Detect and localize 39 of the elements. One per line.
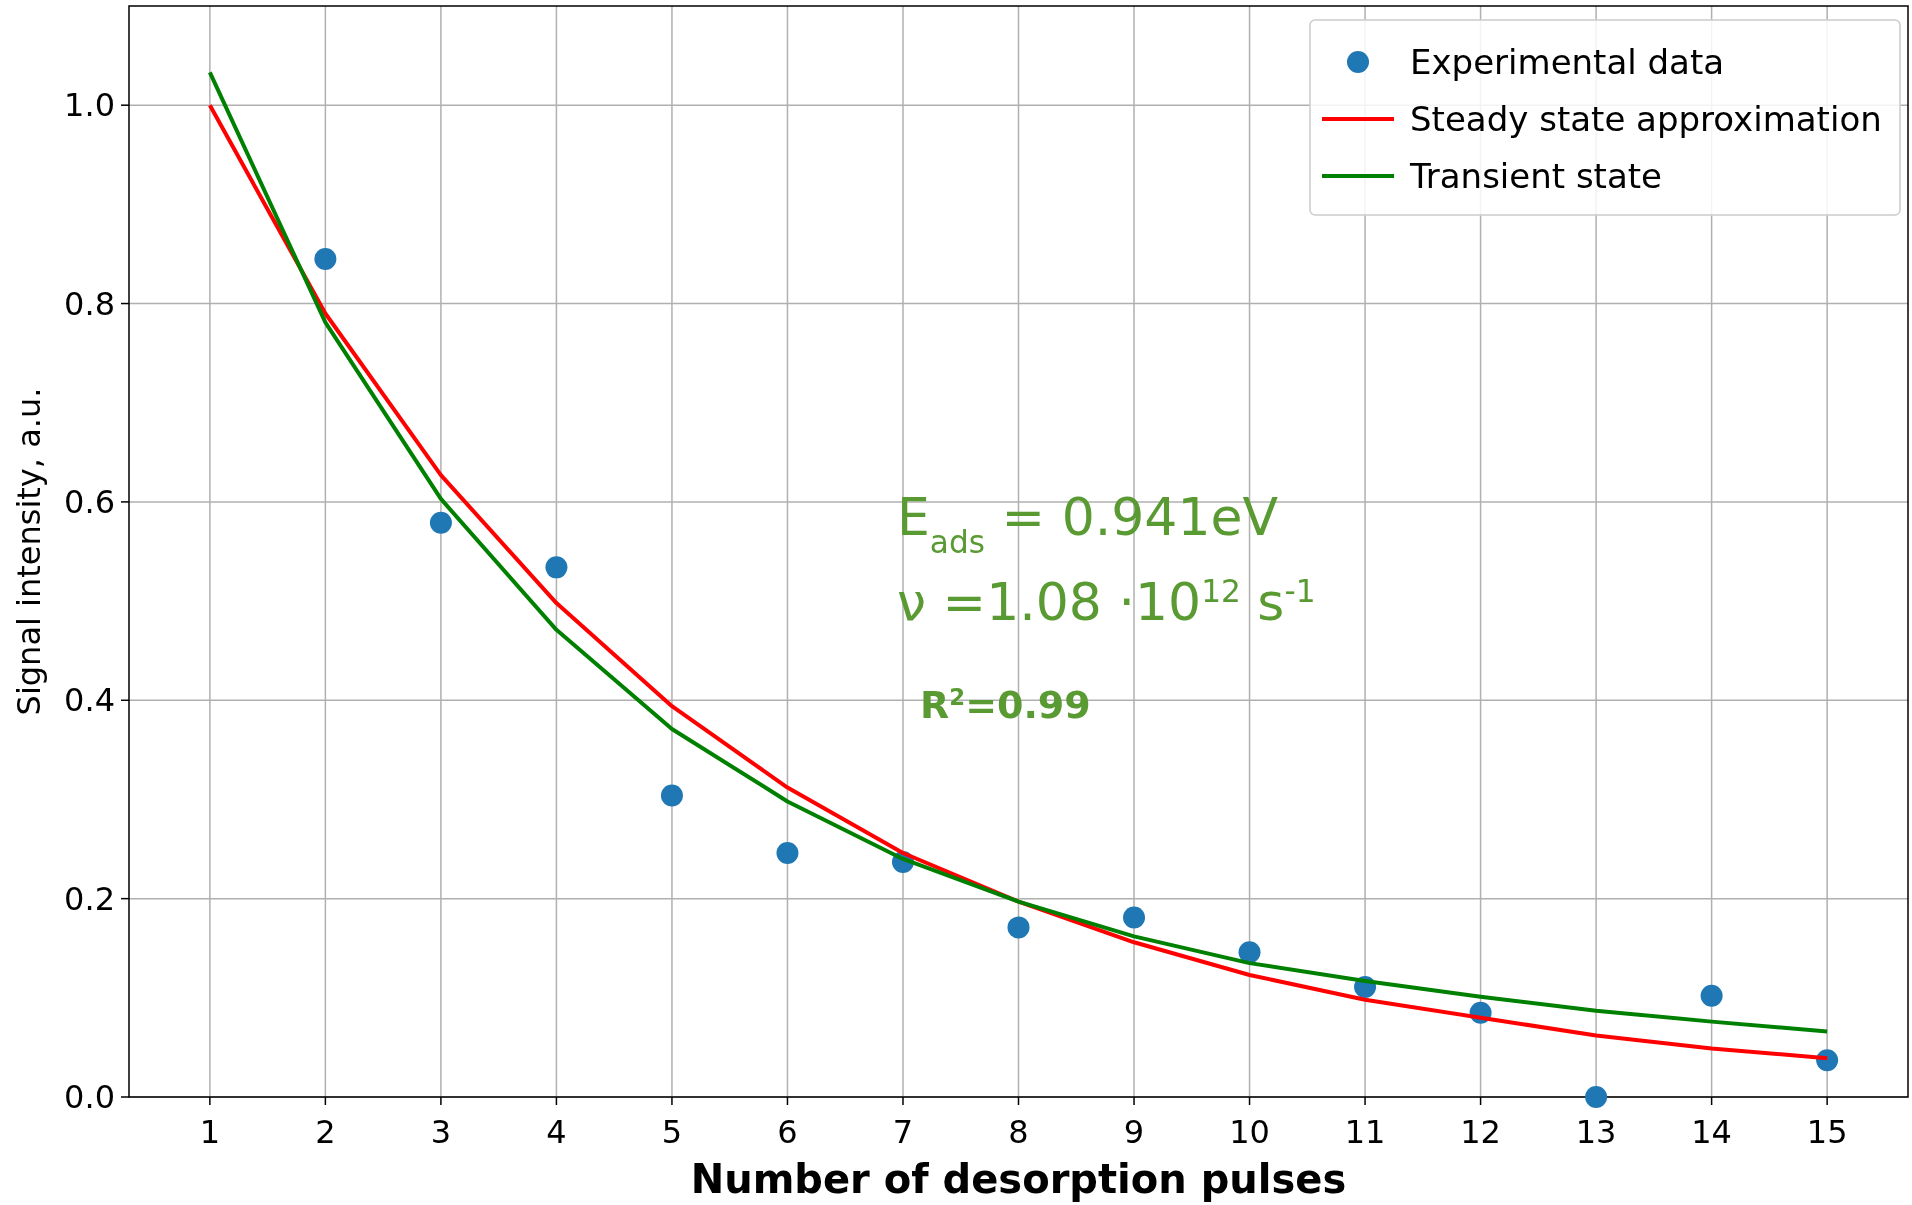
point xyxy=(1123,906,1146,929)
point xyxy=(545,556,568,579)
point xyxy=(1700,984,1723,1007)
x-tick-label: 7 xyxy=(892,1113,914,1151)
annotation: ν =1.08 ·10$^{12}$ s$^{-1}$ xyxy=(897,572,1316,632)
x-tick-label: 8 xyxy=(1008,1113,1029,1151)
point xyxy=(314,247,337,270)
legend-label: Transient state xyxy=(1409,156,1663,196)
y-tick-label: 0.4 xyxy=(64,681,115,720)
x-tick-label: 13 xyxy=(1575,1113,1617,1151)
y-tick-label: 0.6 xyxy=(64,482,115,521)
x-tick-label: 11 xyxy=(1344,1113,1386,1151)
x-tick-label: 14 xyxy=(1691,1113,1732,1151)
x-tick-label: 1 xyxy=(199,1113,221,1151)
x-tick-label: 6 xyxy=(777,1113,798,1151)
x-axis-title: Number of desorption pulses xyxy=(690,1156,1347,1202)
annotation: E$_{ads}$ = 0.941eV xyxy=(897,487,1279,560)
point xyxy=(429,511,452,534)
y-tick-label: 0.2 xyxy=(64,879,115,918)
y-tick-label: 0.0 xyxy=(64,1078,115,1116)
point xyxy=(660,784,683,807)
y-tick-label: 0.8 xyxy=(64,284,115,323)
x-tick-label: 2 xyxy=(315,1113,336,1151)
x-tick-label: 3 xyxy=(430,1113,452,1151)
legend-label: Steady state approximation xyxy=(1410,99,1882,139)
x-tick-label: 5 xyxy=(661,1113,683,1151)
x-tick-label: 9 xyxy=(1123,1113,1145,1151)
x-tick-label: 12 xyxy=(1460,1113,1501,1151)
point xyxy=(1007,916,1030,939)
point xyxy=(1585,1086,1608,1108)
x-tick-label: 15 xyxy=(1806,1113,1848,1151)
y-tick-label: 1.0 xyxy=(64,86,115,125)
annotation: R$^{2}$=0.99 xyxy=(920,683,1091,727)
y-axis-title: Signal intensity, a.u. xyxy=(10,387,48,716)
point xyxy=(776,842,799,865)
x-tick-label: 10 xyxy=(1229,1113,1270,1151)
point xyxy=(1238,941,1261,964)
x-tick-label: 4 xyxy=(546,1113,567,1151)
legend-label: Experimental data xyxy=(1410,42,1725,82)
